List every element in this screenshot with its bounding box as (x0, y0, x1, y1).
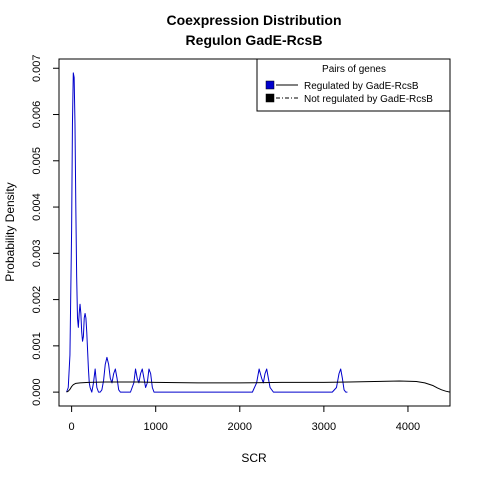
y-axis: 0.000 0.001 0.002 0.003 0.004 0.005 0.006 0.007 (31, 54, 59, 406)
y-tick-label: 0.000 (31, 378, 43, 406)
legend-swatch-not-regulated (265, 93, 275, 103)
y-tick-label: 0.005 (31, 147, 43, 175)
legend-swatch-regulated (265, 80, 275, 90)
y-tick-label: 0.002 (31, 286, 43, 314)
x-tick-label: 0 (69, 421, 75, 433)
y-tick-label: 0.001 (31, 332, 43, 360)
legend-title: Pairs of genes (322, 64, 386, 75)
chart-title: Coexpression Distribution (166, 12, 341, 28)
x-tick-label: 3000 (312, 421, 336, 433)
y-tick-label: 0.006 (31, 101, 43, 129)
y-tick-label: 0.007 (31, 54, 43, 82)
legend-label-not-regulated: Not regulated by GadE-RcsB (304, 94, 433, 105)
x-axis: 0 1000 2000 3000 4000 (69, 406, 420, 433)
chart-subtitle: Regulon GadE-RcsB (186, 32, 323, 48)
series-line-regulated (66, 72, 348, 393)
series-line-not-regulated (66, 380, 451, 393)
series-group (66, 72, 451, 393)
x-tick-label: 1000 (143, 421, 167, 433)
plot-frame (58, 58, 451, 407)
x-tick-label: 2000 (228, 421, 252, 433)
y-axis-label: Probability Density (3, 182, 17, 281)
y-tick-label: 0.003 (31, 240, 43, 268)
x-tick-label: 4000 (396, 421, 420, 433)
y-tick-label: 0.004 (31, 193, 43, 221)
x-axis-label: SCR (241, 451, 267, 465)
legend-label-regulated: Regulated by GadE-RcsB (304, 81, 419, 92)
legend: Pairs of genes Regulated by GadE-RcsB No… (256, 58, 451, 112)
